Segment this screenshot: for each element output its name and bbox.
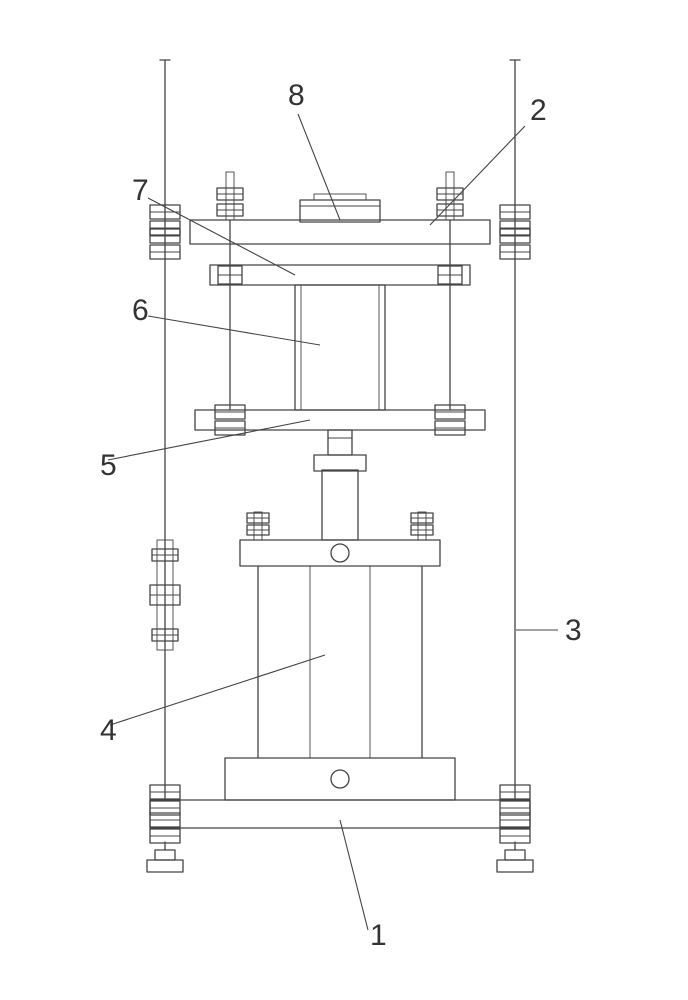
inner-rod-bolt-1-stud [446,172,454,220]
piston-rod [322,470,358,540]
piston-collar [314,455,366,471]
lbl-6-leader [148,316,320,345]
cylinder-base [225,758,455,800]
base-plate [150,800,530,828]
cylinder-body [310,566,370,758]
inner-rod-bolt-0-stud [226,172,234,220]
cylinder-base-port [331,770,349,788]
lbl-2: 2 [530,94,547,127]
lbl-2-leader [430,126,525,225]
piston-stub [328,430,352,455]
lbl-4: 4 [100,714,117,747]
top-plate [190,220,490,244]
specimen [295,285,385,410]
lbl-1: 1 [370,919,387,952]
lbl-1-leader [340,820,368,930]
foot-stem-1 [505,850,525,860]
foot-pad-1 [497,860,533,872]
lbl-8: 8 [288,79,305,112]
cylinder-head-port [331,544,349,562]
lbl-7: 7 [132,174,149,207]
lbl-8-leader [298,114,340,220]
lbl-3: 3 [565,614,582,647]
cylinder-stud-1 [418,512,426,540]
mid-plate [210,265,470,285]
load-cell-top [314,194,366,200]
lbl-5-leader [108,420,310,460]
lbl-4-leader [110,655,325,725]
foot-pad-0 [147,860,183,872]
cylinder-stud-0 [254,512,262,540]
lbl-5: 5 [100,449,117,482]
foot-stem-0 [155,850,175,860]
lower-plate [195,410,485,430]
lbl-6: 6 [132,294,149,327]
